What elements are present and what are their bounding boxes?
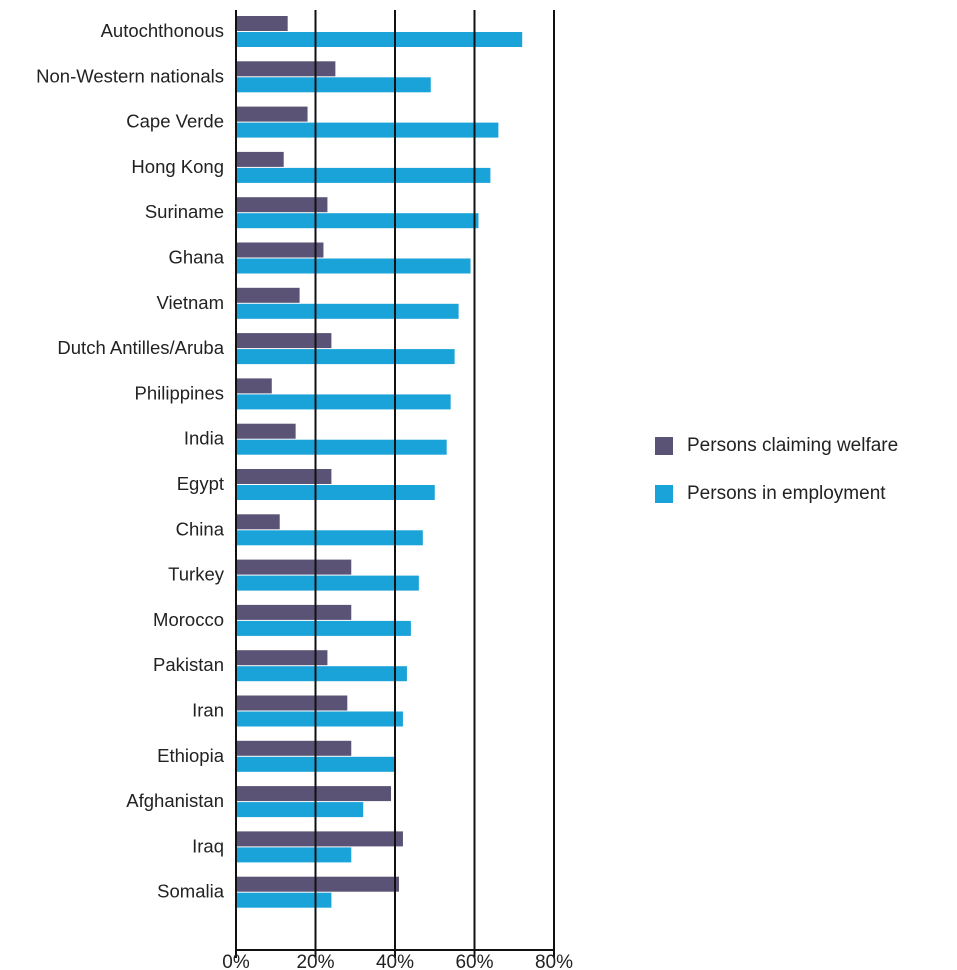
bar-employment-non-western-nationals <box>236 77 431 93</box>
category-label-iraq: Iraq <box>192 835 224 856</box>
bar-welfare-turkey <box>236 559 352 575</box>
category-label-iran: Iran <box>192 700 224 721</box>
x-tick-label-0: 0% <box>222 952 250 970</box>
bar-employment-suriname <box>236 213 479 229</box>
bar-employment-egypt <box>236 485 435 500</box>
category-label-turkey: Turkey <box>168 564 225 585</box>
legend: Persons claiming welfare Persons in empl… <box>655 435 898 531</box>
category-label-ethiopia: Ethiopia <box>157 745 225 766</box>
bar-welfare-morocco <box>236 604 352 620</box>
bar-employment-afghanistan <box>236 802 364 818</box>
bar-employment-philippines <box>236 394 451 410</box>
bar-welfare-cape-verde <box>236 106 308 122</box>
bar-employment-vietnam <box>236 303 459 319</box>
bar-welfare-iran <box>236 695 348 711</box>
bar-welfare-non-western-nationals <box>236 61 336 77</box>
x-tick-label-40: 40% <box>376 952 414 970</box>
category-label-india: India <box>184 428 225 449</box>
bar-employment-iran <box>236 711 403 727</box>
x-tick-label-60: 60% <box>455 952 493 970</box>
bar-welfare-pakistan <box>236 650 328 666</box>
category-label-philippines: Philippines <box>135 382 224 403</box>
category-label-pakistan: Pakistan <box>153 654 224 675</box>
legend-swatch-welfare <box>655 437 673 455</box>
bar-employment-turkey <box>236 575 419 591</box>
category-label-vietnam: Vietnam <box>156 292 224 313</box>
bar-employment-morocco <box>236 620 411 636</box>
bar-welfare-iraq <box>236 831 403 847</box>
category-label-morocco: Morocco <box>153 609 224 630</box>
bar-employment-iraq <box>236 847 352 863</box>
bar-welfare-ghana <box>236 242 324 258</box>
bar-employment-china <box>236 530 423 546</box>
category-label-ghana: Ghana <box>168 247 224 268</box>
bar-welfare-china <box>236 514 280 530</box>
bar-welfare-hong-kong <box>236 151 284 167</box>
x-tick-label-20: 20% <box>296 952 334 970</box>
bar-welfare-autochthonous <box>236 16 288 31</box>
bar-employment-hong-kong <box>236 167 491 183</box>
bars-layer <box>236 16 523 908</box>
bar-employment-pakistan <box>236 666 407 682</box>
bar-welfare-dutch-antilles-aruba <box>236 333 332 349</box>
category-label-dutch-antilles-aruba: Dutch Antilles/Aruba <box>57 337 224 358</box>
category-label-somalia: Somalia <box>157 881 225 902</box>
category-label-china: China <box>176 518 225 539</box>
bar-welfare-somalia <box>236 876 399 892</box>
bar-welfare-afghanistan <box>236 786 392 802</box>
category-label-egypt: Egypt <box>177 473 224 494</box>
category-label-autochthonous: Autochthonous <box>101 20 224 41</box>
category-label-suriname: Suriname <box>145 201 224 222</box>
bar-employment-india <box>236 439 447 455</box>
category-labels: Autochthonous Non-Western nationals Cape V… <box>36 20 225 902</box>
category-label-afghanistan: Afghanistan <box>126 790 224 811</box>
legend-swatch-employment <box>655 485 673 503</box>
bar-welfare-ethiopia <box>236 740 352 756</box>
legend-label-welfare: Persons claiming welfare <box>687 435 899 456</box>
gridlines-layer <box>235 10 555 958</box>
legend-item-employment: Persons in employment <box>655 483 898 505</box>
bar-employment-dutch-antilles-aruba <box>236 349 455 365</box>
legend-label-employment: Persons in employment <box>687 483 886 504</box>
bar-employment-cape-verde <box>236 122 499 138</box>
category-label-cape-verde: Cape Verde <box>126 111 224 132</box>
bar-welfare-india <box>236 423 296 439</box>
bar-employment-somalia <box>236 892 332 908</box>
x-tick-labels: 0% 20% 40% 60% 80% <box>222 952 573 970</box>
bar-employment-autochthonous <box>236 32 523 47</box>
category-label-non-western-nationals: Non-Western nationals <box>36 65 224 86</box>
bar-welfare-vietnam <box>236 287 300 303</box>
x-tick-label-80: 80% <box>535 952 573 970</box>
bar-employment-ghana <box>236 258 471 274</box>
category-label-hong-kong: Hong Kong <box>131 156 224 177</box>
legend-item-welfare: Persons claiming welfare <box>655 435 898 457</box>
bar-welfare-philippines <box>236 378 272 394</box>
bar-welfare-egypt <box>236 469 332 484</box>
bar-welfare-suriname <box>236 197 328 213</box>
